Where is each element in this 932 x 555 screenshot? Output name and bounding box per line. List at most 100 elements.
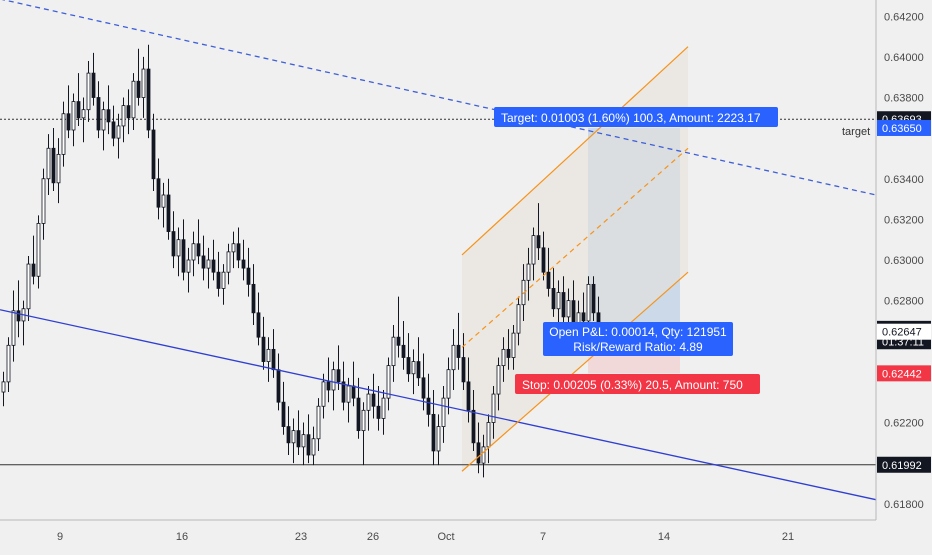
candle xyxy=(411,349,416,395)
candle-body xyxy=(416,361,421,379)
target-label-bg xyxy=(494,107,778,127)
candle xyxy=(501,337,506,382)
candle-body xyxy=(231,243,236,253)
price-label: 0.63650 xyxy=(877,119,931,136)
candle xyxy=(156,158,161,220)
candle-body xyxy=(406,357,411,375)
candle-body xyxy=(296,430,301,448)
candle-body xyxy=(516,304,521,334)
candle xyxy=(401,320,406,370)
candle xyxy=(541,231,546,281)
price-label-text: 0.62442 xyxy=(882,368,922,380)
candle-body xyxy=(116,125,121,139)
candle xyxy=(311,426,316,466)
target-line-label: target xyxy=(842,126,870,138)
y-tick-label: 0.62800 xyxy=(884,296,924,308)
candle-body xyxy=(351,385,356,399)
blue-trend-line[interactable] xyxy=(0,309,877,501)
candle xyxy=(281,381,286,435)
candle-body xyxy=(471,409,476,444)
candle-body xyxy=(61,113,66,155)
candle xyxy=(141,56,146,118)
candle xyxy=(431,390,436,466)
candle-body xyxy=(141,68,146,98)
y-tick-label: 0.63200 xyxy=(884,214,924,226)
candle-body xyxy=(31,263,36,277)
candle xyxy=(126,89,131,135)
candle-body xyxy=(326,381,331,391)
candle xyxy=(26,255,31,321)
candle-body xyxy=(491,393,496,423)
x-tick-label: 14 xyxy=(658,531,670,543)
candle-body xyxy=(341,381,346,403)
candle xyxy=(171,211,176,269)
price-label-text: 0.62647 xyxy=(882,327,922,339)
candle xyxy=(86,60,91,122)
candle-body xyxy=(461,357,466,383)
candle xyxy=(206,247,211,289)
target-label-text: Target: 0.01003 (1.60%) 100.3, Amount: 2… xyxy=(501,111,761,125)
stop-label-text: Stop: 0.00205 (0.33%) 20.5, Amount: 750 xyxy=(522,378,743,392)
candle xyxy=(476,422,481,474)
pnl-label[interactable]: Open P&L: 0.00014, Qty: 121951 Risk/Rewa… xyxy=(543,322,733,356)
candle xyxy=(226,243,231,285)
candle xyxy=(446,357,451,415)
candle xyxy=(241,239,246,281)
candle xyxy=(331,361,336,411)
candle-body xyxy=(541,247,546,273)
candle-body xyxy=(376,405,381,419)
candle-body xyxy=(426,397,431,415)
stop-label-bg xyxy=(515,374,760,394)
candle-body xyxy=(196,243,201,257)
channel-lower-line[interactable] xyxy=(461,271,689,472)
candle xyxy=(176,227,181,277)
candle xyxy=(76,73,81,126)
candle-body xyxy=(246,267,251,285)
time-axis[interactable]: 9 16 23 26 Oct 7 14 21 xyxy=(0,519,876,543)
candle xyxy=(291,418,296,464)
candle xyxy=(46,134,51,195)
candle xyxy=(371,373,376,419)
candle-body xyxy=(581,312,586,322)
candle-body xyxy=(316,405,321,440)
candle xyxy=(391,325,396,382)
stop-label[interactable]: Stop: 0.00205 (0.33%) 20.5, Amount: 750 xyxy=(515,374,760,394)
price-label-text: 0.63650 xyxy=(882,123,922,135)
target-label[interactable]: Target: 0.01003 (1.60%) 100.3, Amount: 2… xyxy=(494,107,778,127)
candle xyxy=(286,406,291,455)
candle-body xyxy=(126,105,131,119)
candle xyxy=(496,357,501,411)
channel-upper-line[interactable] xyxy=(461,46,689,256)
candle-body xyxy=(191,243,196,261)
dashed-trend-line[interactable] xyxy=(0,0,877,196)
candle xyxy=(61,101,66,167)
pnl-label-bg xyxy=(543,322,733,356)
candle-body xyxy=(321,381,326,407)
candle xyxy=(546,247,551,297)
candle-body xyxy=(11,310,16,346)
candle-body xyxy=(131,80,136,119)
candle xyxy=(321,373,326,419)
candle xyxy=(181,219,186,281)
candle-body xyxy=(591,283,596,314)
price-label-bg xyxy=(877,323,931,340)
candle-body xyxy=(551,288,556,310)
candle xyxy=(246,247,251,297)
candle-body xyxy=(486,422,491,448)
candle xyxy=(416,337,421,386)
x-tick-label: 9 xyxy=(57,531,63,543)
candle-body xyxy=(26,263,31,310)
candle-body xyxy=(6,344,11,383)
x-tick-label: 21 xyxy=(782,531,794,543)
candle-body xyxy=(16,310,21,322)
price-axis[interactable]: 0.64200 0.64000 0.63800 0.63400 0.63200 0.630… xyxy=(875,0,932,550)
candle-body xyxy=(586,283,591,322)
candle-body xyxy=(536,235,541,249)
candle-body xyxy=(466,381,471,411)
price-label: 0.62442 xyxy=(877,365,931,382)
candle xyxy=(526,247,531,301)
y-tick-label: 0.64200 xyxy=(884,11,924,23)
candle-body xyxy=(261,336,266,362)
candle-body xyxy=(36,223,41,277)
